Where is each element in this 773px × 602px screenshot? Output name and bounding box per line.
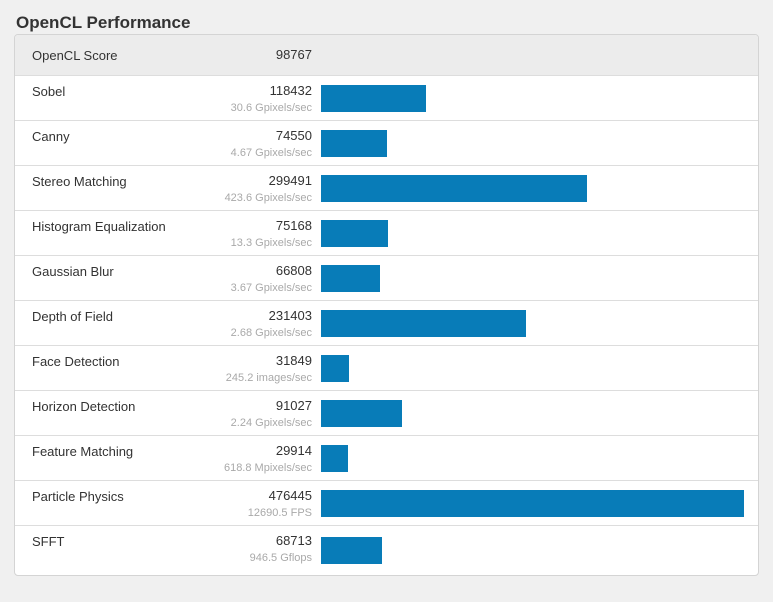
benchmark-name: Canny xyxy=(32,129,70,144)
benchmark-name: Stereo Matching xyxy=(32,174,127,189)
benchmark-rate: 423.6 Gpixels/sec xyxy=(224,191,312,204)
benchmark-bar xyxy=(321,264,381,292)
benchmark-row: Face Detection 31849 245.2 images/sec xyxy=(15,345,758,390)
page-title: OpenCL Performance xyxy=(16,13,191,32)
benchmark-score: 476445 xyxy=(268,488,312,503)
benchmark-value-cell: 118432 30.6 Gpixels/sec xyxy=(177,76,312,120)
benchmark-table: OpenCL Score 98767 Sobel 118432 30.6 Gpi… xyxy=(14,34,759,576)
benchmark-bar xyxy=(321,129,388,157)
benchmark-row: SFFT 68713 946.5 Gflops xyxy=(15,525,758,575)
benchmark-bar xyxy=(321,219,388,247)
benchmark-score: 299491 xyxy=(268,173,312,188)
benchmark-rate: 618.8 Mpixels/sec xyxy=(223,461,312,474)
benchmark-rows: Sobel 118432 30.6 Gpixels/sec Canny 7455… xyxy=(15,75,758,575)
benchmark-score: 75168 xyxy=(275,218,312,233)
benchmark-name: Sobel xyxy=(32,84,66,99)
benchmark-score: 231403 xyxy=(268,308,312,323)
benchmark-name: Face Detection xyxy=(32,354,120,369)
benchmark-rate: 946.5 Gflops xyxy=(249,551,312,564)
benchmark-bar xyxy=(321,354,350,382)
benchmark-bar xyxy=(321,84,427,112)
benchmark-name: Horizon Detection xyxy=(32,399,136,414)
benchmark-value-cell: 75168 13.3 Gpixels/sec xyxy=(177,211,312,255)
benchmark-name: Feature Matching xyxy=(32,444,134,459)
benchmark-bar xyxy=(321,489,744,517)
benchmark-bar-track xyxy=(321,166,744,210)
benchmark-row: Feature Matching 29914 618.8 Mpixels/sec xyxy=(15,435,758,480)
benchmark-score: 29914 xyxy=(275,443,312,458)
benchmark-row: Stereo Matching 299491 423.6 Gpixels/sec xyxy=(15,165,758,210)
benchmark-row: Sobel 118432 30.6 Gpixels/sec xyxy=(15,75,758,120)
benchmark-row: Horizon Detection 91027 2.24 Gpixels/sec xyxy=(15,390,758,435)
benchmark-rate: 12690.5 FPS xyxy=(247,506,312,519)
benchmark-score: 118432 xyxy=(269,83,312,98)
benchmark-bar-track xyxy=(321,346,744,390)
benchmark-value-cell: 91027 2.24 Gpixels/sec xyxy=(177,391,312,435)
summary-label: OpenCL Score xyxy=(32,47,118,63)
benchmark-rate: 13.3 Gpixels/sec xyxy=(230,236,312,249)
benchmark-value-cell: 68713 946.5 Gflops xyxy=(177,526,312,575)
benchmark-rate: 3.67 Gpixels/sec xyxy=(230,281,312,294)
benchmark-value-cell: 231403 2.68 Gpixels/sec xyxy=(177,301,312,345)
benchmark-row: Gaussian Blur 66808 3.67 Gpixels/sec xyxy=(15,255,758,300)
benchmark-value-cell: 299491 423.6 Gpixels/sec xyxy=(177,166,312,210)
summary-value-cell: 98767 xyxy=(177,46,312,63)
benchmark-row: Depth of Field 231403 2.68 Gpixels/sec xyxy=(15,300,758,345)
benchmark-value-cell: 31849 245.2 images/sec xyxy=(177,346,312,390)
benchmark-bar-track xyxy=(321,256,744,300)
summary-row: OpenCL Score 98767 xyxy=(15,35,758,75)
benchmark-row: Canny 74550 4.67 Gpixels/sec xyxy=(15,120,758,165)
benchmark-bar xyxy=(321,444,348,472)
benchmark-bar xyxy=(321,399,402,427)
benchmark-bar xyxy=(321,174,587,202)
benchmark-value-cell: 29914 618.8 Mpixels/sec xyxy=(177,436,312,480)
summary-score: 98767 xyxy=(275,46,312,62)
benchmark-row: Histogram Equalization 75168 13.3 Gpixel… xyxy=(15,210,758,255)
benchmark-value-cell: 66808 3.67 Gpixels/sec xyxy=(177,256,312,300)
benchmark-bar-track xyxy=(321,121,744,165)
benchmark-name: SFFT xyxy=(32,534,65,549)
benchmark-bar-track xyxy=(321,391,744,435)
benchmark-bar-track xyxy=(321,211,744,255)
benchmark-value-cell: 476445 12690.5 FPS xyxy=(177,481,312,525)
benchmark-name: Histogram Equalization xyxy=(32,219,166,234)
benchmark-value-cell: 74550 4.67 Gpixels/sec xyxy=(177,121,312,165)
benchmark-rate: 4.67 Gpixels/sec xyxy=(230,146,312,159)
benchmark-bar-track xyxy=(321,481,744,525)
benchmark-rate: 2.68 Gpixels/sec xyxy=(230,326,312,339)
benchmark-row: Particle Physics 476445 12690.5 FPS xyxy=(15,480,758,525)
benchmark-name: Particle Physics xyxy=(32,489,124,504)
benchmark-score: 68713 xyxy=(275,533,312,548)
benchmark-bar-track xyxy=(321,436,744,480)
benchmark-rate: 2.24 Gpixels/sec xyxy=(230,416,312,429)
benchmark-bar xyxy=(321,537,382,564)
benchmark-bar-track xyxy=(321,76,744,120)
benchmark-bar-track xyxy=(321,301,744,345)
benchmark-bar xyxy=(321,309,527,337)
benchmark-score: 31849 xyxy=(275,353,312,368)
benchmark-bar-track xyxy=(321,526,744,575)
benchmark-name: Gaussian Blur xyxy=(32,264,114,279)
benchmark-score: 91027 xyxy=(275,398,312,413)
benchmark-name: Depth of Field xyxy=(32,309,113,324)
benchmark-rate: 245.2 images/sec xyxy=(225,371,312,384)
benchmark-score: 66808 xyxy=(275,263,312,278)
benchmark-score: 74550 xyxy=(275,128,312,143)
benchmark-rate: 30.6 Gpixels/sec xyxy=(230,101,312,114)
